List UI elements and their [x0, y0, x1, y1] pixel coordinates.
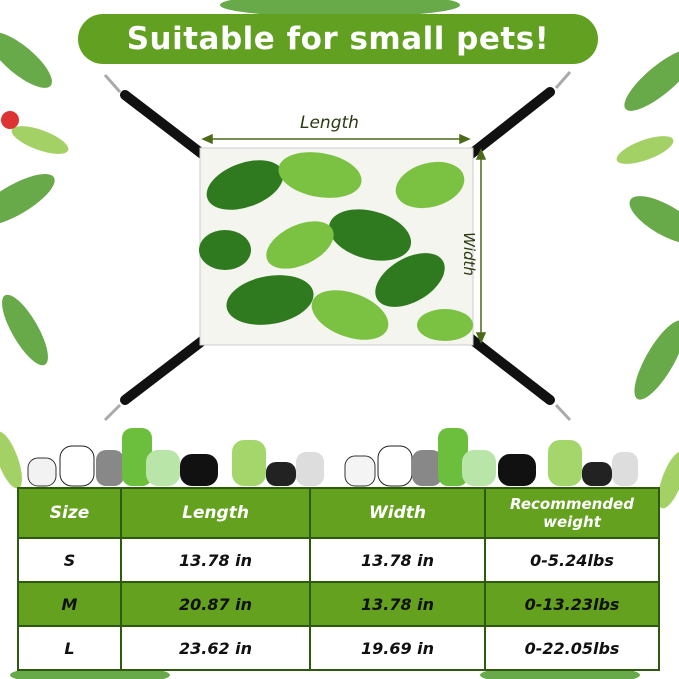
cell-size: L [17, 625, 122, 671]
cell-weight: 0-13.23lbs [484, 581, 660, 627]
header-length: Length [120, 487, 311, 539]
cell-width: 13.78 in [309, 581, 486, 627]
cell-weight: 0-22.05lbs [484, 625, 660, 671]
cell-size: M [17, 581, 122, 627]
table-row: M 20.87 in 13.78 in 0-13.23lbs [17, 581, 660, 627]
cell-length: 20.87 in [120, 581, 311, 627]
table-row: S 13.78 in 13.78 in 0-5.24lbs [17, 537, 660, 583]
headline-banner: Suitable for small pets! [78, 14, 598, 64]
cell-width: 19.69 in [309, 625, 486, 671]
header-width: Width [309, 487, 486, 539]
size-chart-table: Size Length Width Recommended weight S 1… [17, 487, 660, 671]
cell-length: 23.62 in [120, 625, 311, 671]
header-recommended-weight: Recommended weight [484, 487, 660, 539]
table-row: L 23.62 in 19.69 in 0-22.05lbs [17, 625, 660, 671]
cell-width: 13.78 in [309, 537, 486, 583]
length-dimension-label: Length [300, 113, 359, 133]
cell-size: S [17, 537, 122, 583]
cell-weight: 0-5.24lbs [484, 537, 660, 583]
header-size: Size [17, 487, 122, 539]
table-header-row: Size Length Width Recommended weight [17, 487, 660, 539]
cell-length: 13.78 in [120, 537, 311, 583]
